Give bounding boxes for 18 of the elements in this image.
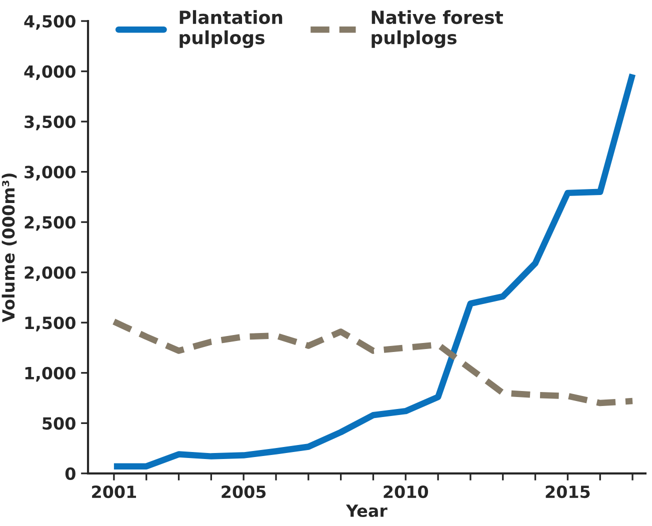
x-tick-label: 2015	[546, 486, 590, 498]
y-tick-label: 2,000	[24, 266, 76, 282]
y-tick-label: 1,500	[25, 316, 76, 332]
y-tick-label: 0	[65, 467, 76, 480]
y-tick-label: 1,000	[25, 366, 76, 382]
legend-label: Native forest pulplogs	[372, 10, 503, 48]
y-tick-label: 4,000	[24, 65, 76, 80]
y-tick-label: 500	[42, 417, 76, 430]
x-tick-label: 2005	[222, 486, 266, 498]
y-tick-label: 4,500	[24, 15, 76, 30]
y-tick-label: 3,000	[24, 166, 76, 181]
x-axis-title: Year	[346, 504, 388, 518]
legend-label: Plantation pulplogs	[180, 10, 282, 48]
x-tick-label: 2001	[92, 486, 136, 498]
y-tick-label: 2,500	[24, 216, 76, 231]
y-axis-title: Volume (000m³)	[2, 174, 17, 322]
y-tick-label: 3,500	[24, 116, 76, 130]
x-tick-label: 2010	[384, 486, 428, 498]
